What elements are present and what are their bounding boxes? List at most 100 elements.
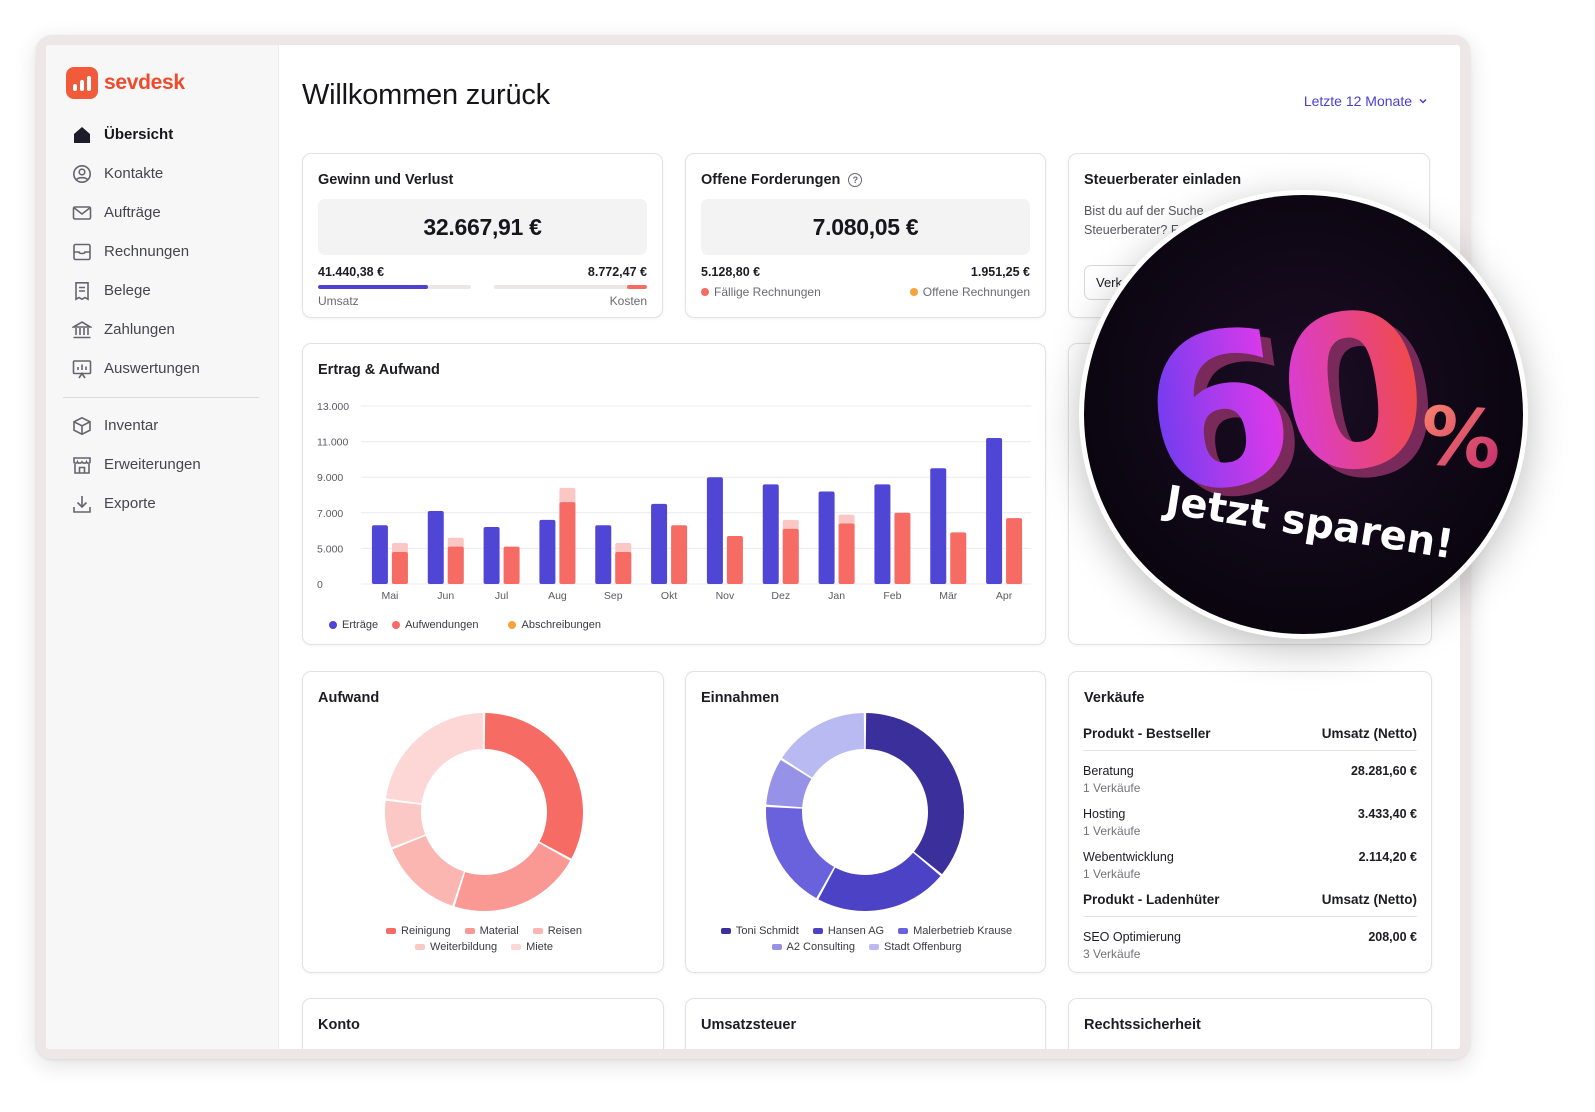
box-icon: [70, 414, 94, 438]
sidebar-item-belege[interactable]: Belege: [70, 271, 270, 310]
help-icon[interactable]: ?: [848, 173, 863, 187]
receivables-title: Offene Forderungen: [701, 172, 841, 188]
income-donut-legend: Toni Schmidt Hansen AG Malerbetrieb Krause…: [706, 925, 1027, 953]
due-label: Fällige Rechnungen: [701, 285, 821, 299]
sidebar-item-inventar[interactable]: Inventar: [70, 406, 270, 445]
legend-dot: [508, 621, 517, 629]
due-value: 5.128,80 €: [701, 265, 761, 279]
brand-name: sevdesk: [104, 71, 185, 94]
profit-card[interactable]: Gewinn und Verlust 32.667,91 € 41.440,38…: [302, 153, 663, 318]
x-tick-label: Jan: [828, 590, 845, 602]
sidebar-item-label: Exporte: [104, 495, 156, 512]
legend-label: Malerbetrieb Krause: [913, 925, 1013, 937]
legend-swatch: [532, 928, 543, 934]
bar-ertraege: [930, 468, 947, 584]
y-tick-label: 7.000: [317, 508, 343, 520]
bar-ertraege: [651, 503, 668, 584]
bank-icon: [70, 318, 94, 342]
legend-swatch: [812, 928, 823, 934]
legend-swatch: [720, 928, 731, 934]
legend-item: Reisen: [532, 925, 582, 937]
contact-icon: [70, 162, 94, 186]
cost-progress-fill: [627, 285, 647, 289]
konto-card: Konto: [302, 998, 664, 1049]
invoice-icon: [70, 240, 94, 264]
promo-badge[interactable]: 60 60 % Jetzt sparen!: [1084, 195, 1523, 634]
sidebar-item-zahlungen[interactable]: Zahlungen: [70, 310, 270, 349]
income-chart-legend: Erträge Aufwendungen Abschreibungen: [329, 619, 601, 631]
konto-title: Konto: [318, 1017, 360, 1033]
sales-row[interactable]: SEO Optimierung 208,00 € 3 Verkäufe: [1083, 930, 1417, 961]
x-tick-label: Feb: [883, 590, 901, 602]
x-tick-label: Dez: [771, 590, 790, 602]
legend-swatch: [771, 944, 782, 950]
legend-swatch: [386, 928, 397, 934]
cost-label: Kosten: [609, 294, 647, 308]
legend-dot: [392, 621, 401, 629]
sidebar-item-label: Belege: [104, 282, 151, 299]
bar-ertraege: [595, 525, 612, 584]
sidebar-item-rechnungen[interactable]: Rechnungen: [70, 232, 270, 271]
sidebar-item-uebersicht[interactable]: Übersicht: [70, 115, 270, 154]
x-tick-label: Mär: [939, 590, 958, 602]
sidebar-divider: [63, 397, 259, 398]
period-dropdown[interactable]: Letzte 12 Monate: [1304, 93, 1428, 109]
receivables-card[interactable]: Offene Forderungen? 7.080,05 € 5.128,80 …: [685, 153, 1046, 318]
receivables-value: 7.080,05 €: [701, 199, 1030, 255]
legend-label: Stadt Offenburg: [884, 941, 962, 953]
sidebar-item-erweiterungen[interactable]: Erweiterungen: [70, 445, 270, 484]
bar-ertraege: [483, 527, 500, 584]
legend-label: Hansen AG: [827, 925, 885, 937]
bar-aufwendungen: [838, 523, 855, 584]
report-icon: [70, 357, 94, 381]
profit-value: 32.667,91 €: [318, 199, 647, 255]
brand-logo[interactable]: sevdesk: [66, 67, 185, 99]
bar-ertraege: [539, 519, 556, 584]
sidebar-item-label: Aufträge: [104, 204, 161, 221]
ust-title: Umsatzsteuer: [701, 1017, 797, 1033]
x-tick-label: Aug: [548, 590, 567, 602]
sidebar-item-kontakte[interactable]: Kontakte: [70, 154, 270, 193]
sidebar-item-label: Erweiterungen: [104, 456, 201, 473]
sidebar-item-exporte[interactable]: Exporte: [70, 484, 270, 523]
x-tick-label: Nov: [716, 590, 735, 602]
income-donut-chart: [766, 713, 964, 911]
x-tick-label: Apr: [996, 590, 1013, 602]
legend-item: Reinigung: [386, 925, 451, 937]
sales-row[interactable]: Hosting 3.433,40 € 1 Verkäufe: [1083, 807, 1417, 838]
legend-label: Reinigung: [401, 925, 451, 937]
sidebar-item-auswertungen[interactable]: Auswertungen: [70, 349, 270, 388]
revenue-progress: [318, 285, 471, 289]
sidebar-item-label: Kontakte: [104, 165, 164, 182]
receivables-title-wrap: Offene Forderungen?: [701, 172, 863, 188]
income-expense-card: Ertrag & Aufwand 13.000 11.000 9.000 7.000 5…: [302, 343, 1046, 645]
page-title: Willkommen zurück: [302, 79, 550, 111]
sales-row[interactable]: Beratung 28.281,60 € 1 Verkäufe: [1083, 764, 1417, 795]
bar-ertraege: [427, 511, 444, 584]
profit-title: Gewinn und Verlust: [318, 172, 454, 188]
legend-label: A2 Consulting: [786, 941, 856, 953]
legend-ertraege: Erträge: [329, 619, 378, 631]
sidebar-item-auftraege[interactable]: Aufträge: [70, 193, 270, 232]
bar-aufwendungen: [782, 528, 799, 584]
promo-big-number: 60: [1129, 263, 1434, 544]
mail-icon: [70, 201, 94, 225]
expense-donut-legend: Reinigung Material Reisen Weiterbildung Miet…: [343, 925, 625, 953]
legend-label: Toni Schmidt: [735, 925, 799, 937]
donut-slice: [385, 713, 484, 804]
x-tick-label: Sep: [604, 590, 623, 602]
bar-aufwendungen: [1006, 518, 1023, 584]
sales-title: Verkäufe: [1084, 690, 1145, 706]
cost-progress: [494, 285, 647, 289]
legend-label: Material: [479, 925, 519, 937]
legend-item: Hansen AG: [812, 925, 885, 937]
donut-slice: [385, 800, 426, 848]
y-tick-label: 0: [317, 579, 323, 591]
legend-label: Weiterbildung: [430, 941, 498, 953]
bar-aufwendungen: [615, 551, 632, 584]
donut-slice: [392, 835, 464, 906]
recht-title: Rechtssicherheit: [1084, 1017, 1201, 1033]
sales-row[interactable]: Webentwicklung 2.114,20 € 1 Verkäufe: [1083, 850, 1417, 881]
sidebar-item-label: Auswertungen: [104, 360, 200, 377]
x-tick-label: Jun: [437, 590, 454, 602]
